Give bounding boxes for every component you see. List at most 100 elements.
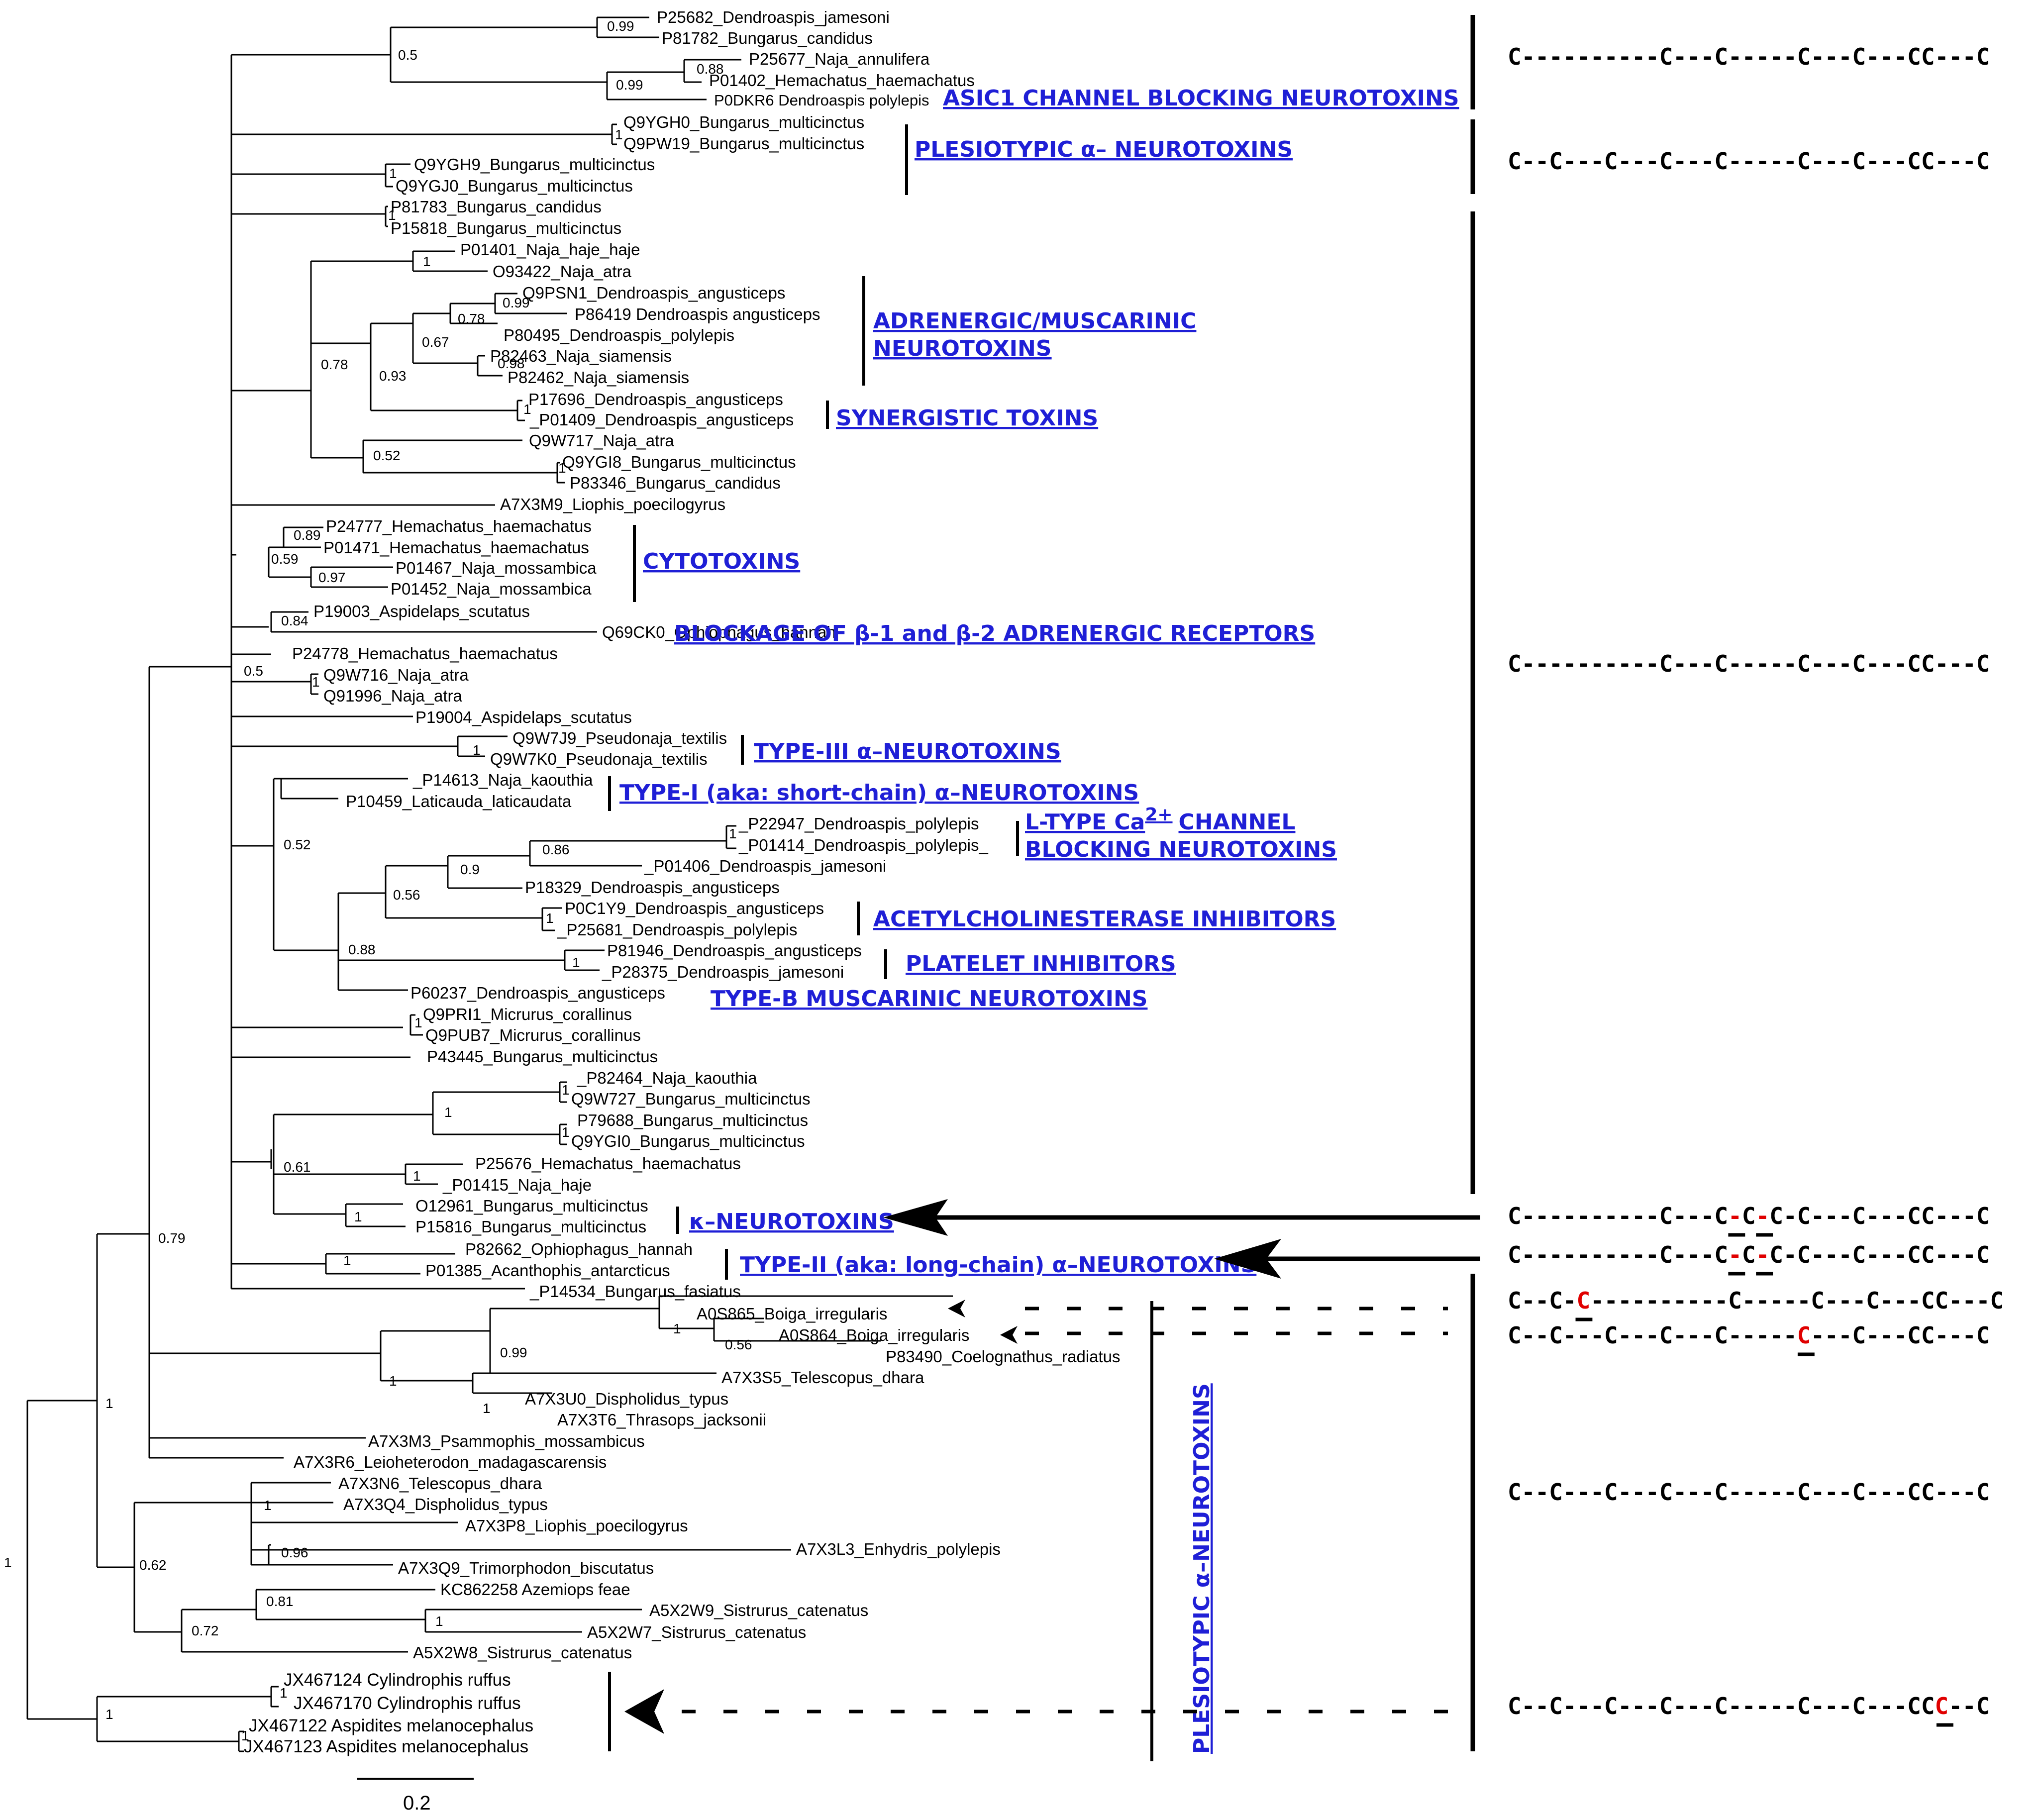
support-value: 1 bbox=[413, 1168, 421, 1184]
support-value: 1 bbox=[312, 674, 320, 690]
motif-m2: C--C---C---C---C-----C---C---CC---C bbox=[1508, 148, 1990, 175]
mutated-cysteine: C bbox=[1935, 1693, 1949, 1719]
leaf-label: _P22947_Dendroaspis_polylepis bbox=[738, 814, 979, 833]
leaf-label: P83346_Bungarus_candidus bbox=[570, 474, 781, 492]
support-value: 1 bbox=[729, 826, 737, 841]
leaf-label: A5X2W7_Sistrurus_catenatus bbox=[587, 1623, 806, 1641]
leaf-label: Q9YGI8_Bungarus_multicinctus bbox=[562, 453, 796, 471]
support-value: 0.97 bbox=[318, 570, 346, 585]
leaf-label: A7X3U0_Dispholidus_typus bbox=[525, 1390, 728, 1408]
leaf-label: P01402_Hemachatus_haemachatus bbox=[709, 71, 975, 90]
leaf-label: Q9W7K0_Pseudonaja_textilis bbox=[490, 750, 708, 768]
leaf-label: P80495_Dendroaspis_polylepis bbox=[504, 326, 734, 344]
leaf-label: P19004_Aspidelaps_scutatus bbox=[415, 708, 632, 726]
ltype-superscript: 2+ bbox=[1145, 805, 1172, 825]
leaf-label: P24778_Hemachatus_haemachatus bbox=[292, 644, 558, 663]
leaf-label: JX467170 Cylindrophis ruffus bbox=[294, 1694, 521, 1713]
arrow-type2-head bbox=[1214, 1239, 1281, 1279]
leaf-label: A0S865_Boiga_irregularis bbox=[697, 1305, 887, 1323]
category-type1[interactable]: TYPE-I (aka: short-chain) α–NEUROTOXINS bbox=[619, 780, 1139, 806]
category-type2[interactable]: TYPE-II (aka: long-chain) α–NEUROTOXINS bbox=[740, 1252, 1256, 1278]
support-value: 1 bbox=[562, 1082, 570, 1098]
leaf-label: _P01406_Dendroaspis_jamesoni bbox=[644, 857, 886, 875]
leaf-label: P43445_Bungarus_multicinctus bbox=[427, 1047, 658, 1066]
leaf-label: A5X2W9_Sistrurus_catenatus bbox=[649, 1601, 868, 1619]
leaf-label: P86419 Dendroaspis angusticeps bbox=[575, 305, 820, 323]
leaf-label: A7X3M3_Psammophis_mossambicus bbox=[368, 1432, 645, 1450]
support-value: 0.93 bbox=[379, 368, 407, 384]
support-value: 0.52 bbox=[373, 448, 401, 463]
category-ltype-line2[interactable]: BLOCKING NEUROTOXINS bbox=[1025, 837, 1337, 862]
leaf-label: P24777_Hemachatus_haemachatus bbox=[326, 517, 592, 535]
leaf-label: P10459_Laticauda_laticaudata bbox=[346, 792, 572, 810]
support-value: 1 bbox=[105, 1396, 113, 1411]
arrows bbox=[624, 1199, 1480, 1734]
support-value: 1 bbox=[241, 1728, 249, 1743]
mutated-cysteine: - bbox=[1728, 1203, 1742, 1229]
category-adrenergic-line2[interactable]: NEUROTOXINS bbox=[873, 336, 1052, 361]
category-synergistic[interactable]: SYNERGISTIC TOXINS bbox=[836, 405, 1098, 431]
category-asic[interactable]: ASIC1 CHANNEL BLOCKING NEUROTOXINS bbox=[943, 86, 1459, 111]
leaf-label: P82463_Naja_siamensis bbox=[490, 347, 672, 365]
leaf-label: Q9YGH0_Bungarus_multicinctus bbox=[623, 113, 864, 131]
leaf-label: _P01415_Naja_haje bbox=[442, 1176, 592, 1194]
support-value: 0.61 bbox=[284, 1159, 311, 1175]
leaf-label: P81783_Bungarus_candidus bbox=[391, 198, 602, 216]
support-value: 0.86 bbox=[542, 842, 570, 857]
support-value: 0.84 bbox=[281, 613, 308, 628]
category-beta-blockage[interactable]: BLOCKAGE OF β-1 and β-2 ADRENERGIC RECEP… bbox=[674, 621, 1315, 646]
support-value: 1 bbox=[414, 1015, 422, 1030]
category-plesiotypic-vertical[interactable]: PLESIOTYPIC α–NEUROTOXINS bbox=[1189, 1383, 1215, 1754]
leaf-label: A7X3Q4_Dispholidus_typus bbox=[343, 1495, 548, 1514]
leaf-label: P0DKR6 Dendroaspis polylepis bbox=[714, 92, 929, 109]
support-value: 0.5 bbox=[398, 47, 417, 63]
category-adrenergic-line1[interactable]: ADRENERGIC/MUSCARINIC bbox=[873, 308, 1196, 334]
support-value: 0.81 bbox=[266, 1594, 294, 1609]
leaf-label: P01452_Naja_mossambica bbox=[391, 580, 592, 598]
support-value: 0.62 bbox=[139, 1557, 167, 1573]
support-value: 1 bbox=[444, 1105, 452, 1120]
category-cytotoxins[interactable]: CYTOTOXINS bbox=[643, 549, 800, 574]
support-value: 0.99 bbox=[616, 77, 643, 93]
leaf-label: Q9W716_Naja_atra bbox=[323, 666, 469, 684]
clade-brackets bbox=[608, 124, 1153, 1761]
support-value: 1 bbox=[280, 1685, 288, 1701]
support-value: 0.99 bbox=[500, 1345, 527, 1360]
support-value: 1 bbox=[615, 127, 623, 142]
scale-bar: 0.2 bbox=[357, 1778, 474, 1814]
category-typeB[interactable]: TYPE-B MUSCARINIC NEUROTOXINS bbox=[711, 986, 1147, 1011]
support-value: 1 bbox=[483, 1401, 491, 1416]
motif-m7: C--C---C---C---C-----C---C---CC---C bbox=[1508, 1322, 1990, 1349]
support-value: 1 bbox=[389, 1373, 397, 1389]
leaf-label: A7X3P8_Liophis_poecilogyrus bbox=[465, 1517, 688, 1535]
leaf-label: _P28375_Dendroaspis_jamesoni bbox=[602, 963, 844, 981]
motif-m9: C--C---C---C---C-----C---C---CCC--C bbox=[1508, 1693, 1990, 1719]
mutated-cysteine: C bbox=[1797, 1322, 1811, 1349]
support-value: 0.5 bbox=[244, 663, 263, 679]
leaf-label: P01467_Naja_mossambica bbox=[396, 559, 597, 577]
motif-underlines bbox=[1575, 1233, 1953, 1727]
leaf-label: A7X3T6_Thrasops_jacksonii bbox=[557, 1411, 766, 1429]
support-value: 0.99 bbox=[503, 295, 530, 310]
leaf-label: P25676_Hemachatus_haemachatus bbox=[475, 1154, 741, 1173]
arrow-boiga2-head bbox=[1000, 1326, 1018, 1344]
leaf-label: Q9PUB7_Micrurus_corallinus bbox=[425, 1026, 641, 1044]
support-value: 1 bbox=[264, 1498, 272, 1513]
mutated-cysteine: - bbox=[1728, 1241, 1742, 1268]
leaf-label: P19003_Aspidelaps_scutatus bbox=[313, 602, 530, 620]
category-platelet[interactable]: PLATELET INHIBITORS bbox=[906, 951, 1176, 977]
category-type3[interactable]: TYPE-III α–NEUROTOXINS bbox=[754, 739, 1061, 764]
support-value: 0.67 bbox=[422, 334, 449, 350]
category-ache[interactable]: ACETYLCHOLINESTERASE INHIBITORS bbox=[873, 907, 1336, 932]
support-value: 0.59 bbox=[271, 551, 299, 567]
leaf-label: P25677_Naja_annulifera bbox=[749, 50, 930, 68]
category-ltype-line1[interactable]: L-TYPE Ca2+ CHANNEL bbox=[1025, 805, 1295, 835]
leaf-label: P83490_Coelognathus_radiatus bbox=[886, 1347, 1121, 1366]
category-plesiotypic-top[interactable]: PLESIOTYPIC α– NEUROTOXINS bbox=[915, 137, 1293, 162]
support-value: 1 bbox=[562, 1124, 570, 1140]
leaf-label: P17696_Dendroaspis_angusticeps bbox=[528, 390, 783, 408]
support-value: 1 bbox=[423, 254, 431, 269]
leaf-label: KC862258 Azemiops feae bbox=[440, 1580, 630, 1599]
leaf-label: _P14534_Bungarus_fasiatus bbox=[529, 1282, 741, 1301]
category-kappa[interactable]: κ–NEUROTOXINS bbox=[689, 1209, 894, 1234]
